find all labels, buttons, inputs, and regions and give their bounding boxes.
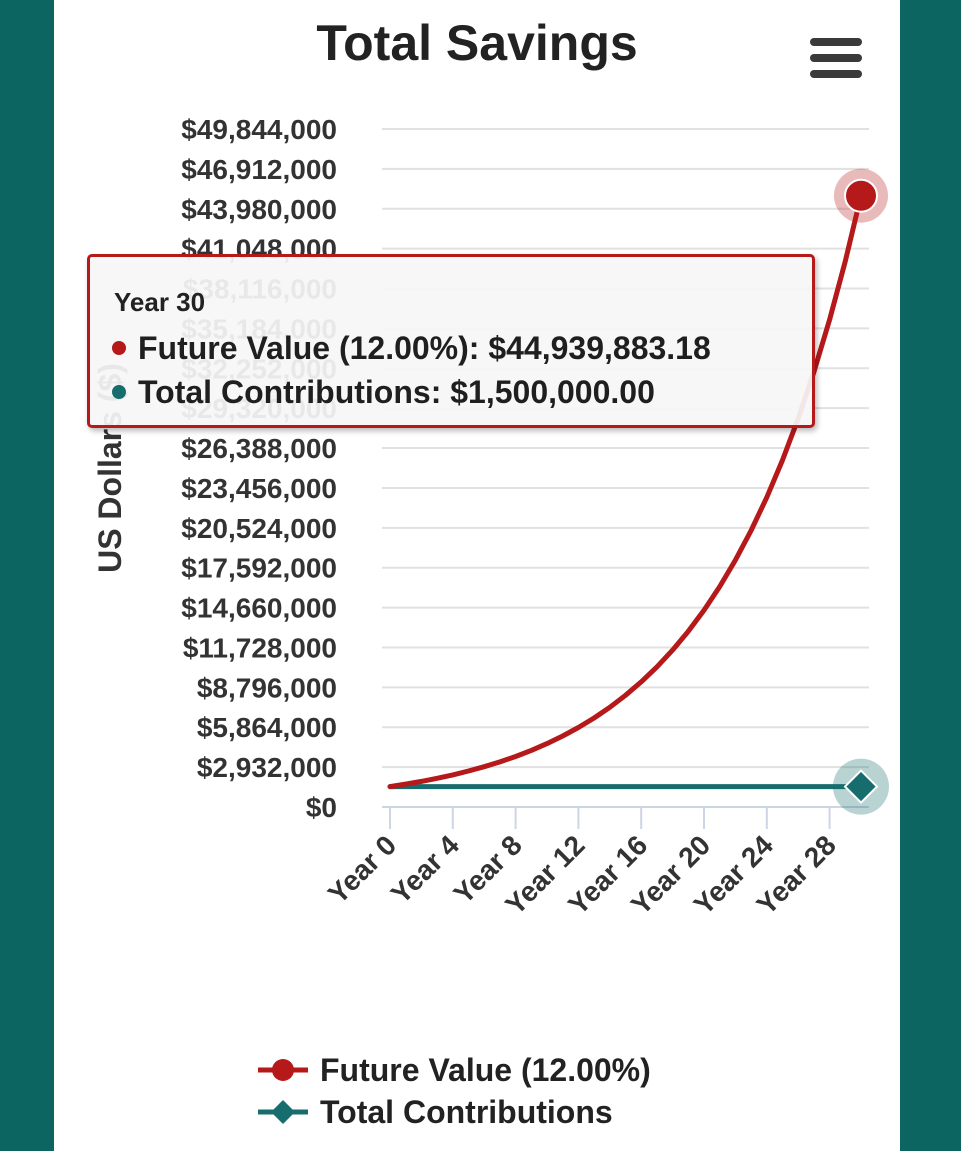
contributions-point-marker[interactable] bbox=[843, 769, 879, 805]
y-tick-label: $20,524,000 bbox=[181, 513, 337, 544]
y-tick-label: $11,728,000 bbox=[183, 632, 337, 663]
tooltip-row-contributions: Total Contributions: $1,500,000.00 bbox=[112, 374, 655, 411]
chart-panel: $49,844,000 $46,912,000 $43,980,000 $41,048… bbox=[54, 0, 900, 1151]
future-value-dot-icon bbox=[112, 340, 126, 355]
y-axis-ticks: $49,844,000$46,912,000$43,980,000$41,048… bbox=[181, 114, 337, 823]
y-tick-label: $2,932,000 bbox=[197, 752, 337, 783]
x-tick-label: Year 4 bbox=[385, 829, 466, 910]
series-line-future-value[interactable] bbox=[387, 193, 864, 790]
y-tick-label: $26,388,000 bbox=[181, 433, 337, 464]
y-tick-label: $14,660,000 bbox=[181, 593, 337, 624]
legend-label-future-value: Future Value (12.00%) bbox=[320, 1052, 651, 1088]
chart-title: Total Savings bbox=[316, 15, 638, 71]
chart-svg: $49,844,000$46,912,000$43,980,000$41,048… bbox=[92, 114, 889, 921]
y-tick-label: $0 bbox=[306, 792, 337, 823]
legend-label-contributions: Total Contributions bbox=[320, 1094, 613, 1130]
tooltip-contributions-text: Total Contributions: $1,500,000.00 bbox=[138, 374, 655, 410]
grid-lines bbox=[382, 128, 869, 769]
y-tick-label: $8,796,000 bbox=[197, 672, 337, 703]
y-tick-label: $43,980,000 bbox=[181, 194, 337, 225]
tooltip-header: Year 30 bbox=[114, 287, 206, 317]
tooltip-future-value-text: Future Value (12.00%): $44,939,883.18 bbox=[138, 330, 711, 366]
x-tick-label: Year 0 bbox=[322, 829, 402, 909]
y-tick-label: $46,912,000 bbox=[181, 154, 337, 185]
y-tick-label: $17,592,000 bbox=[181, 553, 337, 584]
tooltip: Year 30 Future Value (12.00%): $44,939,8… bbox=[87, 254, 815, 428]
y-tick-label: $49,844,000 bbox=[181, 114, 337, 145]
legend-diamond-marker-icon bbox=[258, 1100, 308, 1124]
tooltip-row-future-value: Future Value (12.00%): $44,939,883.18 bbox=[112, 330, 711, 367]
legend-circle-marker-icon bbox=[258, 1059, 308, 1081]
hamburger-menu-icon[interactable] bbox=[810, 38, 862, 78]
y-tick-label: $23,456,000 bbox=[181, 473, 337, 504]
contributions-dot-icon bbox=[112, 384, 126, 399]
future-value-point-marker[interactable] bbox=[844, 178, 878, 213]
series-layer bbox=[387, 168, 889, 815]
y-tick-label: $5,864,000 bbox=[197, 712, 337, 743]
